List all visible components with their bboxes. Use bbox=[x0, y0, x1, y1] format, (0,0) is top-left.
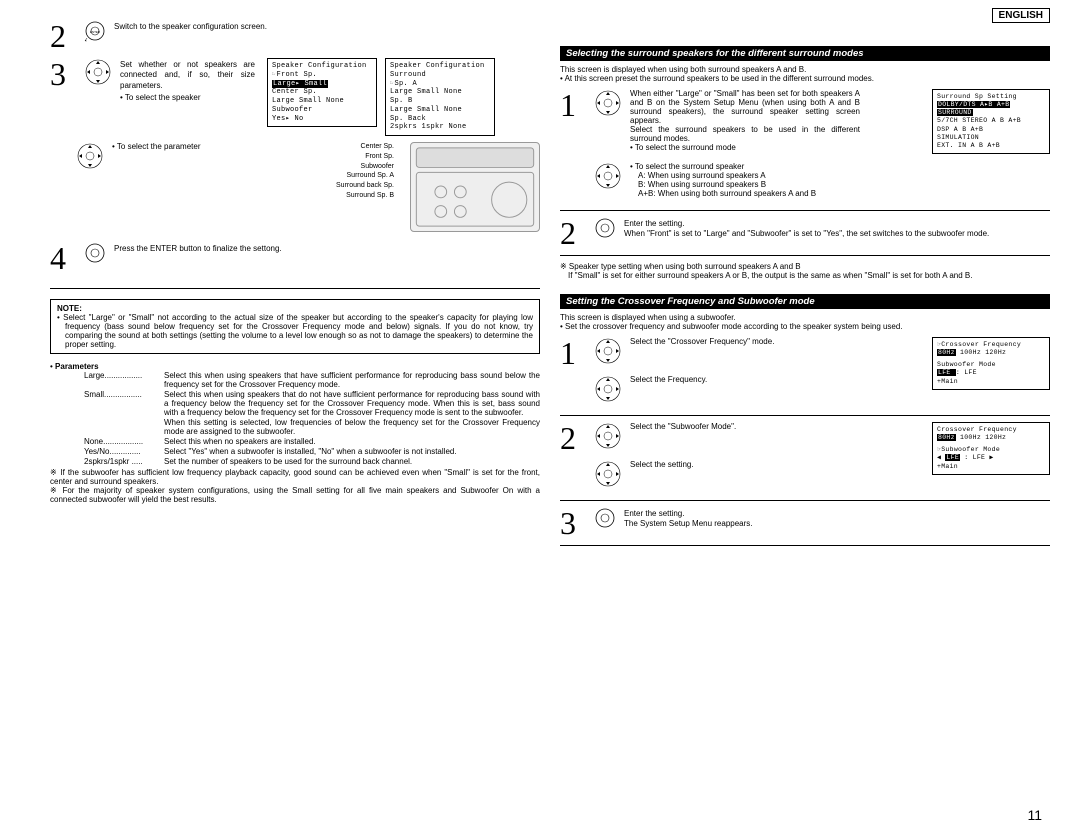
note-text: Select "Large" or "Small" not according … bbox=[57, 313, 533, 349]
step-number: 1 bbox=[560, 89, 586, 121]
enter-icon bbox=[594, 507, 616, 529]
section-heading: Setting the Crossover Frequency and Subw… bbox=[560, 294, 1050, 309]
option-text: A+B: When using both surround speakers A… bbox=[630, 189, 1050, 198]
step-number: 1 bbox=[560, 337, 586, 369]
option-text: A: When using surround speakers A bbox=[630, 171, 1050, 180]
step-number: 3 bbox=[50, 58, 76, 90]
param-key: Yes/No.............. bbox=[84, 447, 164, 456]
step-number: 2 bbox=[50, 20, 76, 52]
step-text: Select the Frequency. bbox=[630, 375, 707, 384]
param-key: Small................. bbox=[84, 390, 164, 417]
speaker-diagram-labels: Center Sp. Front Sp. Subwoofer Surround … bbox=[255, 142, 394, 201]
footnote: ※ For the majority of speaker system con… bbox=[50, 486, 540, 504]
param-value: Set the number of speakers to be used fo… bbox=[164, 457, 540, 466]
step-text: Select the surround speakers to be used … bbox=[630, 125, 860, 143]
osd-screen: Speaker Configuration ☞Front Sp. Large▸ … bbox=[267, 58, 377, 127]
param-key: Large................. bbox=[84, 371, 164, 389]
dpad-icon bbox=[594, 375, 622, 403]
enter-icon bbox=[84, 242, 106, 264]
param-key: 2spkrs/1spkr ..... bbox=[84, 457, 164, 466]
step-text: Set whether or not speakers are connecte… bbox=[120, 60, 255, 91]
dpad-icon bbox=[594, 422, 622, 450]
step-text: Enter the setting. bbox=[624, 509, 1050, 519]
dpad-icon bbox=[594, 460, 622, 488]
osd-screen: ☞Crossover Frequency 80Hz 100Hz 120Hz Su… bbox=[932, 337, 1050, 390]
right-column: Selecting the surround speakers for the … bbox=[560, 40, 1050, 823]
receiver-diagram bbox=[410, 142, 540, 232]
footnote: ※ If the subwoofer has sufficient low fr… bbox=[50, 468, 540, 486]
bullet: • To select the surround speaker bbox=[630, 162, 1050, 171]
step-text: Switch to the speaker configuration scre… bbox=[114, 20, 540, 32]
dpad-icon bbox=[594, 162, 622, 190]
osd-screen: Crossover Frequency 80Hz 100Hz 120Hz ☞Su… bbox=[932, 422, 1050, 475]
param-key: None.................. bbox=[84, 437, 164, 446]
param-value: Select "Yes" when a subwoofer is install… bbox=[164, 447, 540, 456]
enter-icon: ENTER bbox=[84, 20, 106, 42]
left-column: 2 ENTER Switch to the speaker configurat… bbox=[50, 20, 540, 823]
intro-text: At this screen preset the surround speak… bbox=[560, 74, 1050, 83]
param-value: Select this when using speakers that hav… bbox=[164, 371, 540, 389]
step-text: The System Setup Menu reappears. bbox=[624, 519, 1050, 529]
footnote: ※ Speaker type setting when using both s… bbox=[560, 262, 1050, 271]
language-tab: ENGLISH bbox=[992, 8, 1050, 23]
osd-screen: Speaker Configuration Surround ☞Sp. A La… bbox=[385, 58, 495, 136]
step-text: When either "Large" or "Small" has been … bbox=[630, 89, 860, 125]
enter-icon bbox=[594, 217, 616, 239]
param-value: Select this when using speakers that do … bbox=[164, 390, 540, 417]
intro-text: Set the crossover frequency and subwoofe… bbox=[560, 322, 1050, 331]
dpad-icon bbox=[76, 142, 104, 170]
step-text: Select the setting. bbox=[630, 460, 694, 469]
dpad-icon bbox=[594, 89, 622, 117]
bullet: • To select the speaker bbox=[120, 93, 255, 103]
dpad-icon bbox=[594, 337, 622, 365]
step-number: 2 bbox=[560, 217, 586, 249]
option-text: B: When using surround speakers B bbox=[630, 180, 1050, 189]
dpad-icon bbox=[84, 58, 112, 86]
params-heading: Parameters bbox=[55, 362, 99, 371]
step-number: 3 bbox=[560, 507, 586, 539]
step-number: 2 bbox=[560, 422, 586, 454]
svg-text:ENTER: ENTER bbox=[90, 30, 101, 34]
bullet: • To select the parameter bbox=[112, 142, 247, 151]
step-number: 4 bbox=[50, 242, 76, 274]
page-number: 11 bbox=[1027, 807, 1042, 823]
intro-text: This screen is displayed when using both… bbox=[560, 65, 1050, 74]
intro-text: This screen is displayed when using a su… bbox=[560, 313, 1050, 322]
step-text: Press the ENTER button to finalize the s… bbox=[114, 242, 540, 254]
footnote: If "Small" is set for either surround sp… bbox=[560, 271, 1050, 280]
note-box: NOTE: Select "Large" or "Small" not acco… bbox=[50, 299, 540, 354]
step-text: Select the "Subwoofer Mode". bbox=[630, 422, 736, 431]
param-value: When this setting is selected, low frequ… bbox=[164, 418, 540, 436]
param-value: Select this when no speakers are install… bbox=[164, 437, 540, 446]
osd-screen: Surround Sp Setting DOLBY/DTS A▸B A+B SU… bbox=[932, 89, 1050, 154]
section-heading: Selecting the surround speakers for the … bbox=[560, 46, 1050, 61]
step-text: When "Front" is set to "Large" and "Subw… bbox=[624, 229, 1050, 239]
step-text: Select the "Crossover Frequency" mode. bbox=[630, 337, 774, 346]
step-text: Enter the setting. bbox=[624, 219, 1050, 229]
